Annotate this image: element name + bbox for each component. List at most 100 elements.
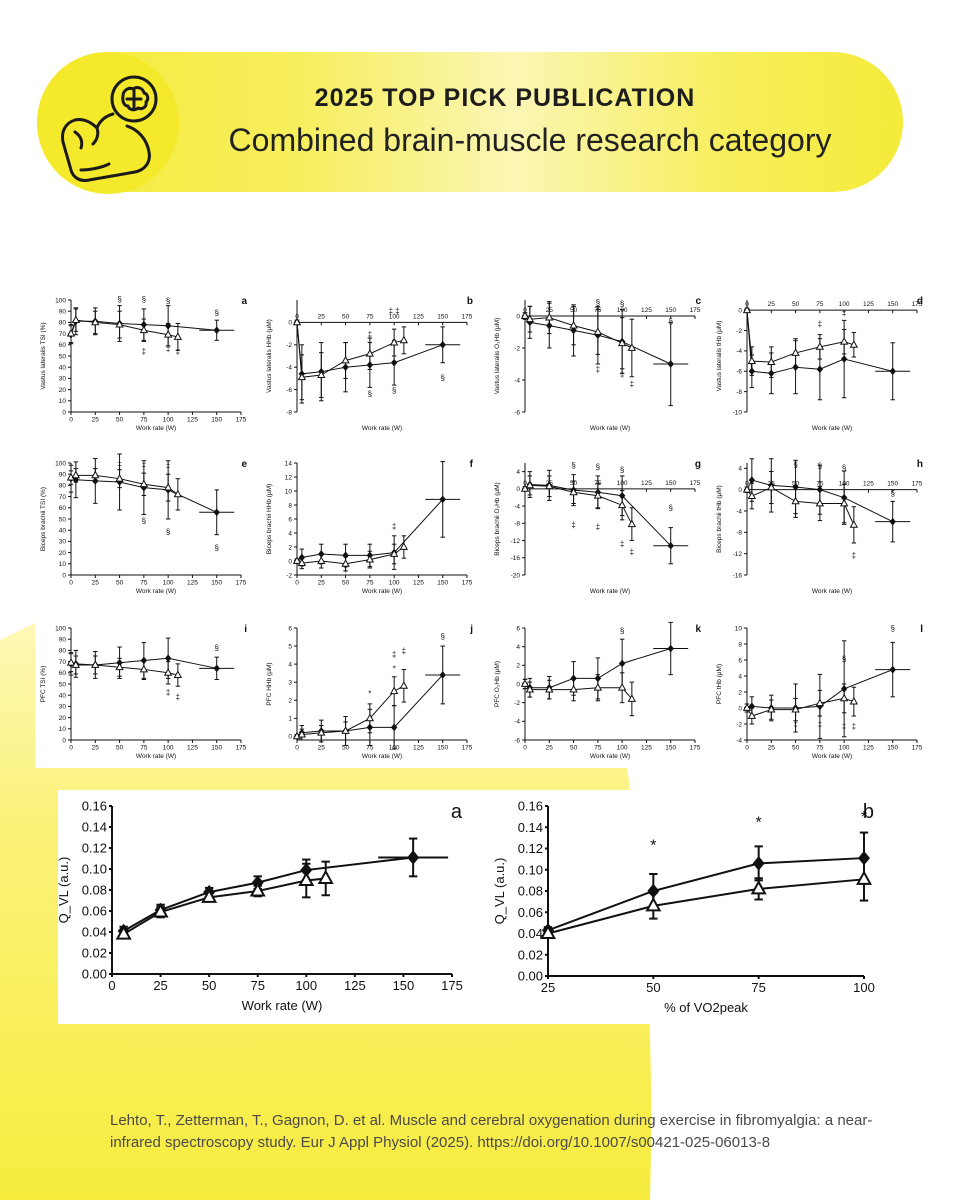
point-triangle bbox=[747, 711, 757, 719]
x-tick-label: 100 bbox=[839, 301, 850, 308]
y-tick-label: 2 bbox=[738, 689, 742, 696]
significance-mark: ‡ bbox=[842, 722, 846, 731]
panel-letter: j bbox=[469, 624, 473, 635]
point-triangle bbox=[849, 340, 859, 348]
point-triangle bbox=[201, 888, 218, 903]
point-triangle bbox=[856, 870, 872, 885]
point-triangle bbox=[163, 330, 173, 338]
series-line-open bbox=[746, 310, 855, 363]
x-tick-label: 75 bbox=[140, 417, 148, 424]
significance-mark: ‡ bbox=[343, 565, 347, 574]
y-tick-label: 70 bbox=[59, 331, 67, 338]
x-tick-label: 175 bbox=[462, 580, 473, 587]
banner-kicker: 2025 TOP PICK PUBLICATION bbox=[314, 84, 696, 112]
y-tick-label: 0.06 bbox=[82, 904, 107, 919]
panel-letter: h bbox=[917, 459, 923, 470]
x-tick-label: 175 bbox=[912, 481, 923, 488]
significance-mark: ‡ bbox=[620, 370, 624, 379]
x-tick-label: 175 bbox=[462, 313, 473, 320]
point-triangle bbox=[389, 686, 399, 695]
point-triangle bbox=[139, 664, 149, 673]
y-tick-label: 10 bbox=[59, 398, 67, 405]
x-tick-label: 75 bbox=[140, 580, 148, 587]
significance-mark: § bbox=[214, 643, 218, 652]
y-axis-label: Q_VL (a.u.) bbox=[492, 858, 507, 925]
significance-mark: ‡ bbox=[793, 720, 797, 729]
panel-letter: k bbox=[695, 624, 701, 635]
point-triangle bbox=[627, 343, 637, 351]
x-tick-label: 125 bbox=[641, 745, 652, 752]
significance-mark: * bbox=[756, 814, 762, 831]
y-axis-label: Vastus lateralis O₂Hb (μM) bbox=[494, 318, 501, 395]
point-triangle bbox=[71, 470, 81, 479]
y-axis-label: Vastus lateralis TSI (%) bbox=[40, 322, 47, 389]
y-axis-label: Vastus lateralis HHb (μM) bbox=[266, 319, 273, 393]
y-tick-label: 0.04 bbox=[82, 925, 107, 940]
point-triangle bbox=[173, 670, 183, 678]
series-line-open bbox=[296, 685, 405, 737]
series-line-open bbox=[70, 319, 178, 338]
x-tick-label: 125 bbox=[344, 978, 366, 993]
x-tick-label: 25 bbox=[92, 745, 100, 752]
y-axis-label: Vastus lateralis tHb (μM) bbox=[716, 321, 723, 392]
y-tick-label: 4 bbox=[738, 466, 742, 473]
point-triangle bbox=[66, 328, 76, 337]
point-triangle bbox=[115, 662, 124, 671]
point-triangle bbox=[341, 726, 350, 734]
x-tick-label: 50 bbox=[342, 745, 350, 752]
y-tick-label: 0 bbox=[288, 558, 292, 565]
y-tick-label: 90 bbox=[59, 636, 67, 643]
x-tick-label: 175 bbox=[690, 307, 701, 314]
x-tick-label: 150 bbox=[211, 580, 222, 587]
significance-mark: ‡ bbox=[596, 365, 600, 374]
y-tick-label: 40 bbox=[59, 692, 67, 699]
y-tick-label: 5 bbox=[288, 643, 292, 650]
point-diamond bbox=[164, 654, 172, 663]
y-tick-label: 50 bbox=[59, 516, 67, 523]
y-tick-label: 0.10 bbox=[82, 862, 107, 877]
point-triangle bbox=[525, 314, 535, 323]
significance-mark: § bbox=[117, 295, 121, 304]
x-tick-label: 175 bbox=[462, 745, 473, 752]
y-tick-label: 2 bbox=[288, 698, 292, 705]
y-tick-label: 6 bbox=[288, 516, 292, 523]
panel-letter: a bbox=[241, 296, 247, 307]
x-tick-label: 75 bbox=[366, 313, 374, 320]
point-triangle bbox=[742, 484, 752, 493]
point-triangle bbox=[815, 698, 825, 707]
significance-mark: § bbox=[368, 389, 372, 398]
y-tick-label: -2 bbox=[736, 328, 742, 335]
point-triangle bbox=[742, 305, 752, 314]
point-triangle bbox=[767, 482, 776, 491]
x-tick-label: 125 bbox=[863, 745, 874, 752]
y-tick-label: 12 bbox=[285, 474, 293, 481]
x-tick-label: 0 bbox=[108, 978, 115, 993]
x-tick-label: 75 bbox=[816, 745, 824, 752]
x-tick-label: 75 bbox=[366, 580, 374, 587]
point-triangle bbox=[545, 312, 554, 321]
x-tick-label: 50 bbox=[116, 417, 124, 424]
point-triangle bbox=[747, 356, 757, 364]
x-axis-label: Work rate (W) bbox=[590, 753, 630, 760]
point-triangle bbox=[292, 556, 302, 564]
x-axis-label: Work rate (W) bbox=[362, 425, 402, 432]
x-tick-label: 50 bbox=[646, 980, 660, 995]
significance-mark: § bbox=[668, 317, 672, 326]
point-triangle bbox=[525, 480, 535, 489]
y-tick-label: -12 bbox=[733, 551, 743, 558]
point-triangle bbox=[365, 554, 375, 563]
y-tick-label: -6 bbox=[514, 737, 520, 744]
y-tick-label: 30 bbox=[59, 376, 67, 383]
x-tick-label: 0 bbox=[745, 301, 749, 308]
x-tick-label: 150 bbox=[437, 313, 448, 320]
chart-b: -8 -6 -4 -2 00 25 50 75 100 125 150 175 Work rate (W… bbox=[266, 296, 473, 432]
x-tick-label: 125 bbox=[187, 580, 198, 587]
x-tick-label: 50 bbox=[570, 745, 578, 752]
y-tick-label: -12 bbox=[511, 538, 521, 545]
x-tick-label: 75 bbox=[140, 745, 148, 752]
y-tick-label: -10 bbox=[733, 409, 743, 416]
x-tick-label: 0 bbox=[295, 580, 299, 587]
chart-d: -10 -8 -6 -4 -2 00 25 50 75 100 125 150 175 Work rate… bbox=[716, 296, 923, 432]
